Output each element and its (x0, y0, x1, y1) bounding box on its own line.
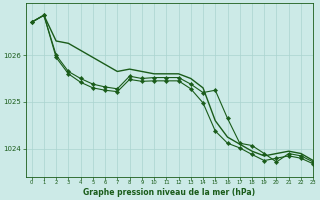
X-axis label: Graphe pression niveau de la mer (hPa): Graphe pression niveau de la mer (hPa) (83, 188, 255, 197)
